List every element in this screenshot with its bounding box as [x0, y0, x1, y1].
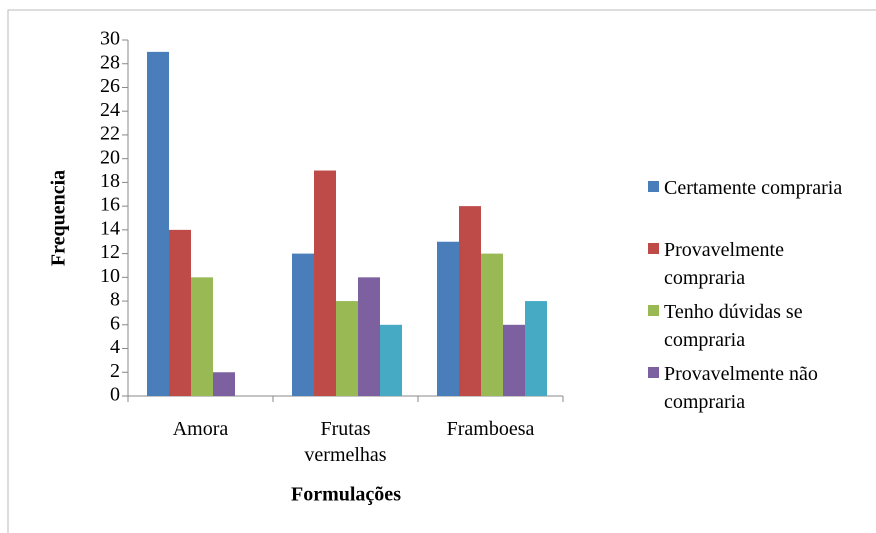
- legend-swatch: [648, 367, 659, 378]
- bar: [503, 324, 525, 396]
- bar: [437, 241, 459, 396]
- y-tick-label: 24: [100, 99, 120, 121]
- y-tick-label: 26: [100, 75, 120, 97]
- legend-label: Tenho dúvidas se compraria: [664, 301, 803, 351]
- bar: [314, 170, 336, 396]
- x-tick-label: Frutas vermelhas: [304, 418, 387, 466]
- y-tick-label: 6: [110, 312, 120, 334]
- legend-swatch: [648, 243, 659, 254]
- y-tick-label: 18: [100, 170, 120, 192]
- y-tick-label: 10: [100, 265, 120, 287]
- bar: [292, 253, 314, 396]
- bar: [380, 324, 402, 396]
- bar: [213, 372, 235, 396]
- y-tick-label: 30: [100, 28, 120, 50]
- bar: [525, 301, 547, 396]
- bar: [481, 253, 503, 396]
- legend-swatch: [648, 305, 659, 316]
- y-tick-label: 14: [100, 217, 120, 239]
- x-tick-label: Amora: [172, 418, 229, 440]
- legend-label: Certamente compraria: [664, 177, 843, 199]
- bar: [191, 277, 213, 396]
- bar: [336, 301, 358, 396]
- bar: [147, 51, 169, 396]
- x-axis-label: Formulações: [291, 484, 401, 506]
- frame: [7, 9, 876, 533]
- y-tick-label: 0: [110, 384, 120, 406]
- y-tick-label: 16: [100, 194, 120, 216]
- y-tick-label: 20: [100, 146, 120, 168]
- y-tick-label: 4: [110, 336, 120, 358]
- y-axis-label: Frequencia: [48, 170, 70, 266]
- y-tick-label: 22: [100, 123, 120, 145]
- bar: [169, 229, 191, 396]
- legend-label: Provavelmente não compraria: [664, 363, 818, 413]
- x-tick-label: Framboesa: [446, 418, 535, 440]
- y-tick-label: 8: [110, 289, 120, 311]
- bar: [358, 277, 380, 396]
- y-tick-label: 2: [110, 360, 120, 382]
- bar: [459, 206, 481, 396]
- legend-swatch: [648, 181, 659, 192]
- legend-label: Provavelmente compraria: [664, 239, 784, 289]
- y-tick-label: 12: [100, 241, 120, 263]
- y-tick-label: 28: [100, 51, 120, 73]
